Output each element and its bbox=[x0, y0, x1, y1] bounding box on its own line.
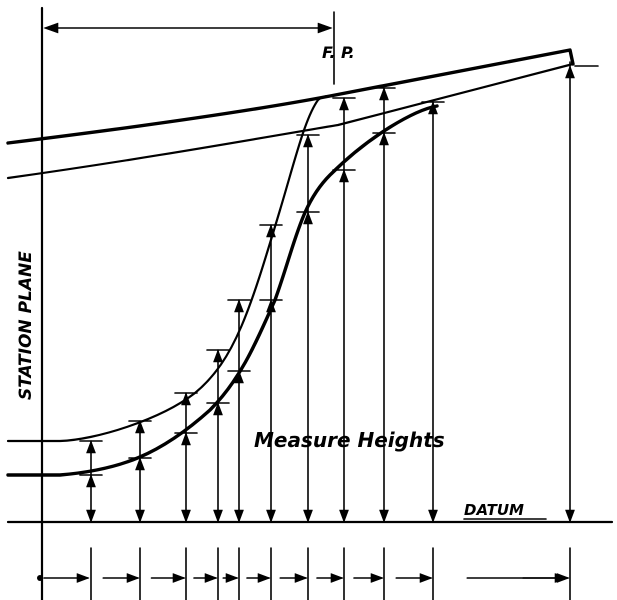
datum-arrow-head bbox=[86, 509, 96, 523]
spacing-arrow-head bbox=[330, 573, 344, 583]
spacing-arrow-head bbox=[419, 573, 433, 583]
upper-arrow-head bbox=[266, 224, 276, 238]
upper-section-curve bbox=[6, 94, 335, 443]
station-spacing-row bbox=[37, 547, 571, 600]
datum-arrow-head bbox=[379, 509, 389, 523]
lower-arrow-head bbox=[135, 457, 145, 471]
lower-sheer-line bbox=[6, 62, 575, 180]
spacing-arrow-head bbox=[204, 573, 218, 583]
fp-arrow-left bbox=[43, 22, 59, 34]
datum-arrow-head bbox=[565, 509, 575, 523]
lower-arrow-head bbox=[234, 370, 244, 384]
spacing-arrow-head bbox=[76, 573, 90, 583]
lower-arrow-head bbox=[339, 169, 349, 183]
section-curves bbox=[6, 94, 439, 477]
measure-verticals bbox=[79, 65, 575, 523]
lower-arrow-head bbox=[213, 402, 223, 416]
datum-label: DATUM bbox=[464, 501, 524, 519]
fp-dimension bbox=[43, 22, 333, 34]
upper-arrow-head bbox=[86, 440, 96, 454]
datum-arrow-head bbox=[303, 509, 313, 523]
datum-arrow-head bbox=[213, 509, 223, 523]
upper-arrow-head bbox=[339, 97, 349, 111]
lower-section-curve bbox=[6, 104, 439, 477]
lower-arrow-head bbox=[266, 299, 276, 313]
datum-arrow-head bbox=[234, 509, 244, 523]
lower-arrow-head bbox=[379, 132, 389, 146]
upper-arrow-head bbox=[565, 65, 575, 79]
lower-arrow-head bbox=[86, 474, 96, 488]
datum-arrow-head bbox=[135, 509, 145, 523]
upper-arrow-head bbox=[181, 392, 191, 406]
spacing-arrow-head bbox=[370, 573, 384, 583]
upper-arrow-head bbox=[428, 101, 438, 115]
spacing-arrow-head bbox=[225, 573, 239, 583]
measure-heights-label: Measure Heights bbox=[254, 428, 445, 452]
fp-arrow-right bbox=[317, 22, 333, 34]
spacing-arrow-head bbox=[554, 573, 568, 583]
datum-arrow-head bbox=[339, 509, 349, 523]
datum-arrow-head bbox=[266, 509, 276, 523]
spacing-arrow-head bbox=[257, 573, 271, 583]
deck-lines bbox=[6, 48, 575, 180]
station-plane-label: STATION PLANE bbox=[16, 251, 36, 400]
datum-arrow-head bbox=[428, 509, 438, 523]
lower-arrow-head bbox=[181, 432, 191, 446]
upper-sheer-line bbox=[6, 48, 575, 145]
spacing-arrow-head bbox=[126, 573, 140, 583]
upper-arrow-head bbox=[234, 299, 244, 313]
upper-arrow-head bbox=[303, 134, 313, 148]
spacing-arrow-head bbox=[172, 573, 186, 583]
spacing-arrow-head bbox=[294, 573, 308, 583]
upper-arrow-head bbox=[135, 420, 145, 434]
datum-arrow-head bbox=[181, 509, 191, 523]
frame-lines bbox=[6, 6, 614, 600]
lower-arrow-head bbox=[303, 211, 313, 225]
upper-arrow-head bbox=[379, 87, 389, 101]
upper-arrow-head bbox=[213, 349, 223, 363]
fp-label: F. P. bbox=[322, 43, 355, 62]
